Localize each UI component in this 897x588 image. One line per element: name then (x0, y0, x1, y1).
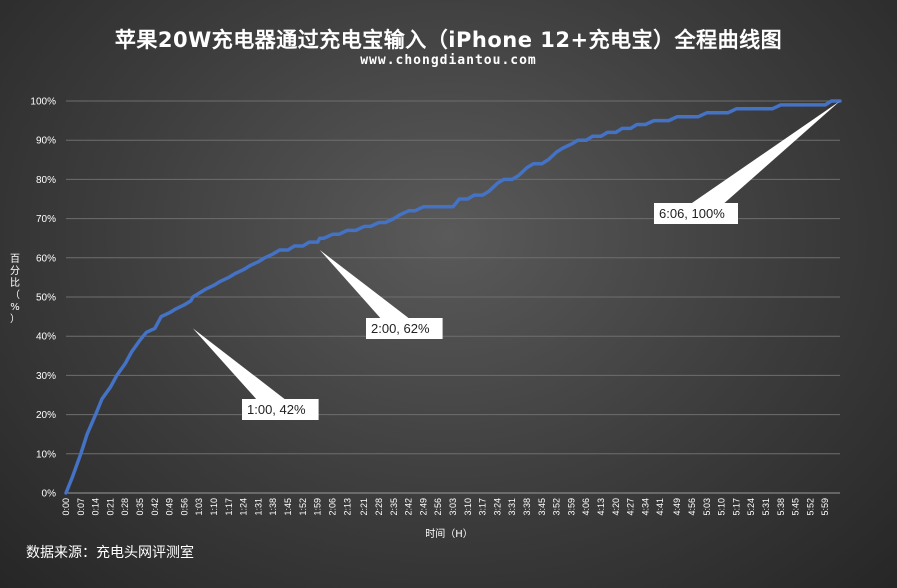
y-tick-label: 10% (36, 449, 56, 460)
x-tick-label: 0:28 (120, 498, 130, 516)
x-tick-label: 0:42 (150, 498, 160, 516)
x-tick-label: 3:31 (507, 498, 517, 516)
x-tick-label: 4:13 (596, 498, 606, 516)
x-tick-label: 5:52 (805, 498, 815, 516)
x-tick-label: 1:10 (209, 498, 219, 516)
x-tick-label: 4:20 (611, 498, 621, 516)
x-tick-label: 3:38 (522, 498, 532, 516)
x-tick-label: 3:10 (463, 498, 473, 516)
chart-title: 苹果20W充电器通过充电宝输入（iPhone 12+充电宝）全程曲线图 (114, 28, 783, 52)
x-tick-label: 1:03 (194, 498, 204, 516)
gridlines (66, 100, 840, 494)
x-tick-label: 4:06 (581, 498, 591, 516)
x-tick-label: 2:13 (342, 498, 352, 516)
series-group (64, 99, 842, 495)
x-tick-label: 2:56 (433, 498, 443, 516)
x-tick-label: 3:52 (552, 498, 562, 516)
x-tick-label: 0:07 (76, 498, 86, 516)
x-tick-label: 5:45 (791, 498, 801, 516)
x-tick-label: 4:34 (640, 498, 650, 516)
x-tick-label: 0:56 (179, 498, 189, 516)
x-axis-label: 时间（H） (425, 527, 473, 540)
chart-subtitle: www.chongdiantou.com (360, 53, 537, 68)
x-tick-label: 2:28 (374, 498, 384, 516)
x-tick-label: 1:38 (268, 498, 278, 516)
callout-box (242, 399, 319, 420)
x-tick-label: 4:49 (672, 498, 682, 516)
y-tick-label: 0% (42, 489, 57, 500)
x-tick-label: 3:03 (448, 498, 458, 516)
x-tick-label: 0:49 (165, 498, 175, 516)
x-tick-label: 2:42 (404, 498, 414, 516)
y-tick-label: 30% (36, 371, 56, 382)
callout-pointer (319, 249, 412, 337)
x-tick-label: 2:49 (418, 498, 428, 516)
x-tick-label: 1:45 (283, 498, 293, 516)
y-tick-label: 80% (36, 175, 56, 186)
x-tick-label: 3:24 (492, 498, 502, 516)
callout-group: 1:00, 42% 2:00, 62% 6:06, 100% (192, 101, 840, 420)
x-tick-label: 0:00 (61, 498, 71, 516)
callout-pointer (192, 328, 288, 418)
x-tick-label: 5:38 (776, 498, 786, 516)
x-tick-label: 1:59 (313, 498, 323, 516)
callout-box (366, 318, 443, 339)
x-tick-label: 5:03 (702, 498, 712, 516)
x-tick-label: 0:21 (105, 498, 115, 516)
y-axis-label: 百分比（%） (10, 253, 20, 325)
callout-box (654, 203, 738, 224)
x-tick-label: 3:45 (537, 498, 547, 516)
x-tick-labels: 0:00 0:07 0:14 0:21 0:28 0:35 0:42 0:49 0:56 1:03… (61, 498, 830, 516)
x-tick-label: 3:17 (478, 498, 488, 516)
x-tick-label: 4:56 (687, 498, 697, 516)
x-tick-label: 0:14 (91, 498, 101, 516)
x-tick-label: 5:59 (820, 498, 830, 516)
source-note: 数据来源：充电头网评测室 (26, 545, 194, 561)
x-tick-label: 4:41 (655, 498, 665, 516)
x-tick-label: 2:06 (327, 498, 337, 516)
callout-label: 1:00, 42% (247, 402, 306, 417)
x-tick-label: 5:10 (717, 498, 727, 516)
x-tick-label: 2:21 (359, 498, 369, 516)
callout-label: 2:00, 62% (371, 321, 430, 336)
x-tick-label: 4:27 (626, 498, 636, 516)
y-tick-labels: 0% 10% 20% 30% 40% 50% 60% 70% 80% 90% 100% (30, 97, 56, 500)
x-tick-label: 1:17 (224, 498, 234, 516)
y-tick-label: 100% (30, 97, 56, 108)
y-tick-label: 70% (36, 214, 56, 225)
callout-label: 6:06, 100% (659, 206, 725, 221)
x-tick-label: 1:31 (253, 498, 263, 516)
x-tick-label: 2:35 (389, 498, 399, 516)
x-tick-label: 5:17 (731, 498, 741, 516)
x-tick-label: 1:52 (298, 498, 308, 516)
y-tick-label: 60% (36, 253, 56, 264)
x-tick-label: 1:24 (239, 498, 249, 516)
y-tick-label: 90% (36, 136, 56, 147)
y-tick-label: 20% (36, 410, 56, 421)
x-tick-label: 3:59 (566, 498, 576, 516)
callout-pointer (689, 101, 840, 223)
y-tick-label: 40% (36, 332, 56, 343)
y-tick-label: 50% (36, 293, 56, 304)
x-tick-label: 5:31 (761, 498, 771, 516)
series-line (64, 99, 842, 495)
x-tick-label: 0:35 (135, 498, 145, 516)
x-tick-label: 5:24 (746, 498, 756, 516)
